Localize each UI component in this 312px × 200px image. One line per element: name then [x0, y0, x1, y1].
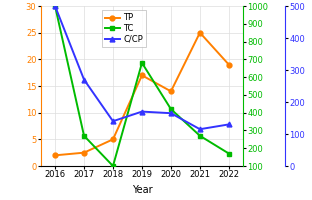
TP — [111, 138, 115, 141]
C/CP — [227, 123, 231, 126]
TP — [140, 74, 144, 77]
TP — [82, 151, 86, 154]
TP — [169, 90, 173, 93]
TP — [53, 154, 57, 157]
TP — [198, 31, 202, 34]
TC — [198, 135, 202, 137]
X-axis label: Year: Year — [132, 185, 152, 195]
C/CP — [111, 120, 115, 122]
C/CP — [53, 5, 57, 7]
TC — [53, 5, 57, 7]
C/CP — [140, 110, 144, 113]
TC — [169, 108, 173, 110]
Line: C/CP: C/CP — [53, 4, 231, 132]
Legend: TP, TC, C/CP: TP, TC, C/CP — [101, 10, 146, 47]
TC — [111, 165, 115, 167]
C/CP — [198, 128, 202, 130]
Line: TP: TP — [53, 30, 231, 158]
TC — [140, 62, 144, 64]
C/CP — [169, 112, 173, 114]
Line: TC: TC — [53, 4, 231, 168]
C/CP — [82, 78, 86, 81]
TC — [82, 135, 86, 137]
TC — [227, 152, 231, 155]
TP — [227, 63, 231, 66]
